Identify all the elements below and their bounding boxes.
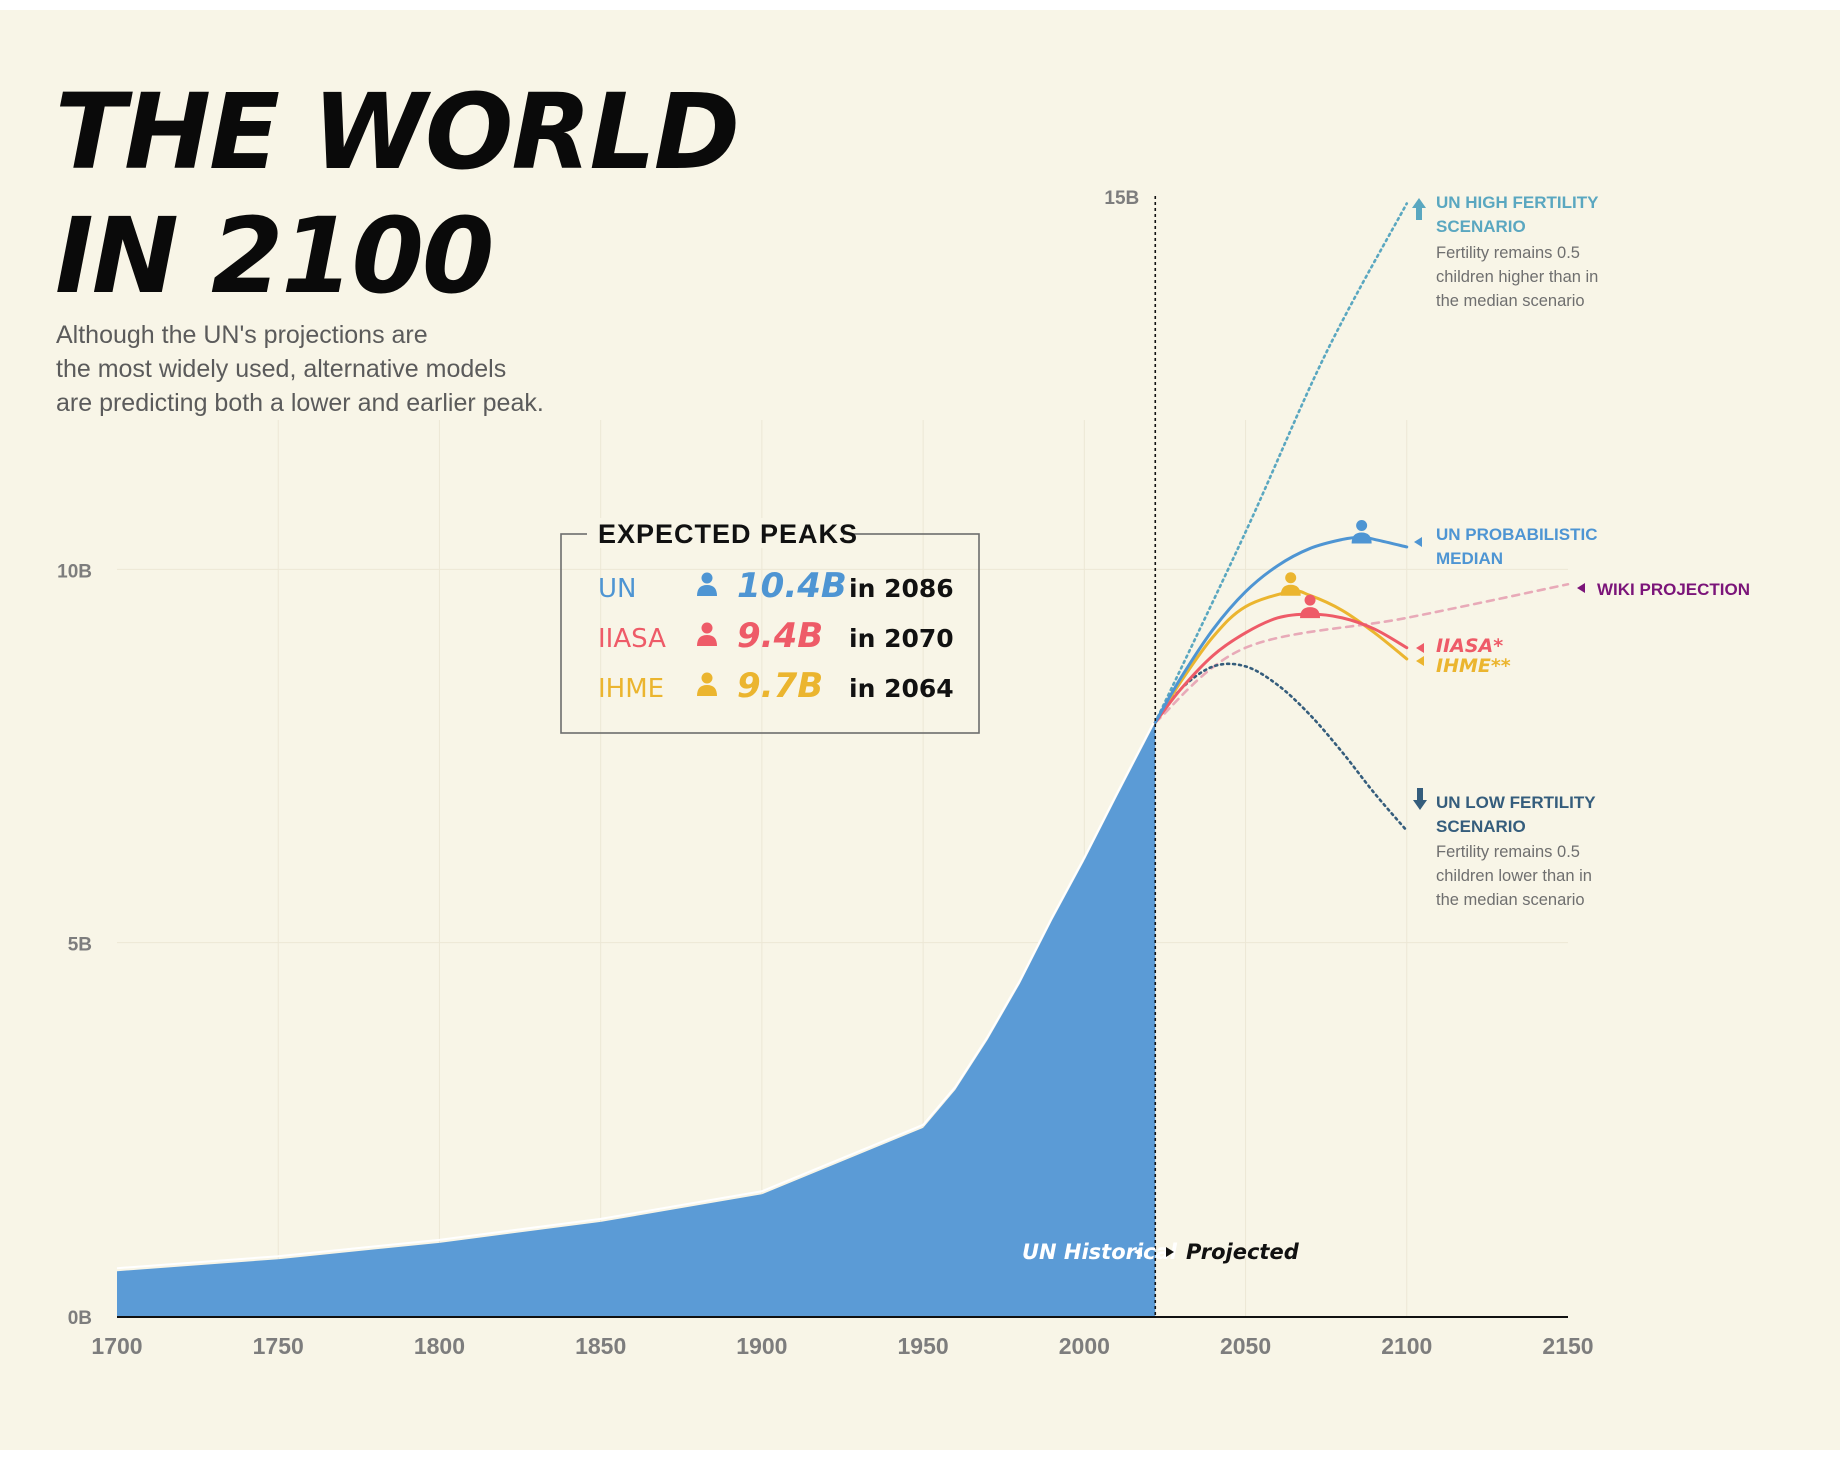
iiasa-label: IIASA*: [1436, 635, 1503, 657]
subtitle-line-2: the most widely used, alternative models: [56, 355, 507, 383]
peak-row-un: UN 10.4B in 2086: [598, 566, 954, 606]
subtitle-line-3: are predicting both a lower and earlier …: [56, 389, 544, 417]
person-body: [1300, 607, 1321, 619]
historical-arrow-icon: [1134, 1247, 1142, 1257]
un-low-desc-2: children lower than in: [1436, 867, 1592, 885]
wiki-projection-line: [1153, 582, 1570, 724]
person-body: [697, 635, 717, 646]
peak-year: in 2086: [849, 574, 954, 603]
person-head: [1285, 572, 1297, 584]
un-median-title-1: UN PROBABILISTIC: [1436, 525, 1598, 544]
peak-marker-ihme-icon: [1280, 572, 1301, 596]
un-high-title-1: UN HIGH FERTILITY: [1436, 193, 1599, 212]
un-high-desc-3: the median scenario: [1436, 292, 1585, 310]
peak-row-ihme: IHME 9.7B in 2064: [598, 666, 954, 706]
peak-value: 10.4B: [737, 566, 847, 606]
historical-outline: [116, 718, 1157, 1270]
y-tick-label: 5B: [68, 935, 92, 956]
wiki-label-group: WIKI PROJECTION: [1577, 580, 1750, 599]
person-head: [701, 622, 713, 634]
peak-markers: [1280, 519, 1372, 619]
un-high-title-2: SCENARIO: [1436, 217, 1526, 236]
x-tick-label: 2050: [1220, 1333, 1271, 1359]
projected-arrow-icon: [1166, 1247, 1174, 1257]
person-head: [1356, 519, 1368, 531]
person-icon: [697, 622, 717, 646]
x-tick-label: 1800: [414, 1333, 465, 1359]
peak-model-name: UN: [598, 574, 636, 604]
peaks-heading: EXPECTED PEAKS: [598, 519, 858, 549]
title-line-2: IN 2100: [55, 195, 494, 317]
un-high-desc-2: children higher than in: [1436, 268, 1598, 286]
iiasa-ihme-label-group: IIASA* IHME**: [1416, 635, 1511, 677]
peak-value: 9.4B: [737, 616, 823, 656]
peak-year: in 2064: [849, 674, 954, 703]
peak-value: 9.7B: [737, 666, 823, 706]
peak-marker-un-icon: [1351, 519, 1372, 544]
peaks-heading-bg: [587, 518, 843, 548]
ihme-label: IHME**: [1436, 655, 1511, 677]
subtitle-line-1: Although the UN's projections are: [56, 321, 428, 349]
historical-area-fill: [117, 722, 1156, 1316]
un-high-line: [1153, 202, 1409, 724]
y-tick-label: 10B: [57, 561, 92, 582]
subtitle: Although the UN's projections are the mo…: [56, 318, 676, 420]
y-tick-label: 15B: [1104, 188, 1139, 209]
y-tick-label: 0B: [68, 1308, 92, 1329]
x-tick-label: 2000: [1059, 1333, 1110, 1359]
x-tick-label: 1950: [898, 1333, 949, 1359]
person-head: [1304, 594, 1316, 606]
historical-area: [116, 718, 1157, 1316]
peak-model-name: IHME: [598, 674, 664, 704]
iiasa-line: [1153, 612, 1409, 724]
title-line-1: THE WORLD: [55, 71, 740, 193]
x-tick-label: 2100: [1381, 1333, 1432, 1359]
peak-row-iiasa: IIASA 9.4B in 2070: [598, 616, 954, 656]
arrow-up-icon: [1412, 198, 1426, 220]
un-low-desc-1: Fertility remains 0.5: [1436, 843, 1580, 861]
peak-marker-iiasa-icon: [1300, 594, 1321, 619]
person-body: [1351, 532, 1372, 544]
person-body: [697, 685, 717, 696]
page-title: THE WORLD IN 2100: [55, 70, 740, 318]
peak-year: in 2070: [849, 624, 954, 653]
x-tick-label: 2150: [1542, 1333, 1593, 1359]
un-low-desc-3: the median scenario: [1436, 891, 1585, 909]
x-tick-label: 1750: [253, 1333, 304, 1359]
wiki-projection-label: WIKI PROJECTION: [1597, 580, 1750, 599]
person-body: [697, 585, 717, 596]
person-head: [701, 672, 713, 684]
person-icon: [697, 672, 717, 696]
expected-peaks-box: EXPECTED PEAKS UN 10.4B in 2086 IIASA 9.4B in…: [560, 518, 980, 734]
axes: 1700 1750 1800 1850 1900 1950 2000 2050 2100 2150…: [57, 188, 1593, 1359]
x-tick-label: 1900: [736, 1333, 787, 1359]
iiasa-arrow-icon: [1416, 643, 1424, 653]
median-arrow-icon: [1414, 537, 1422, 547]
un-historical-label: UN Historical: [1022, 1240, 1178, 1264]
un-low-label-group: UN LOW FERTILITY SCENARIO Fertility rema…: [1413, 788, 1596, 909]
un-high-desc-1: Fertility remains 0.5: [1436, 244, 1580, 262]
person-icon: [697, 572, 717, 596]
un-low-line: [1153, 662, 1409, 832]
un-low-title-1: UN LOW FERTILITY: [1436, 793, 1596, 812]
annotations: UN Historical Projected UN HIGH FERTILIT…: [1022, 193, 1750, 1264]
projected-label: Projected: [1186, 1240, 1300, 1264]
person-head: [701, 572, 713, 584]
un-median-label-group: UN PROBABILISTIC MEDIAN: [1414, 525, 1598, 568]
arrow-down-icon: [1413, 788, 1427, 810]
un-median-title-2: MEDIAN: [1436, 549, 1503, 568]
person-body: [1280, 584, 1301, 596]
x-tick-label: 1700: [91, 1333, 142, 1359]
wiki-arrow-icon: [1577, 583, 1585, 593]
un-high-label-group: UN HIGH FERTILITY SCENARIO Fertility rem…: [1412, 193, 1599, 310]
ihme-arrow-icon: [1416, 656, 1424, 666]
x-tick-label: 1850: [575, 1333, 626, 1359]
un-low-title-2: SCENARIO: [1436, 817, 1526, 836]
peak-model-name: IIASA: [598, 624, 666, 654]
